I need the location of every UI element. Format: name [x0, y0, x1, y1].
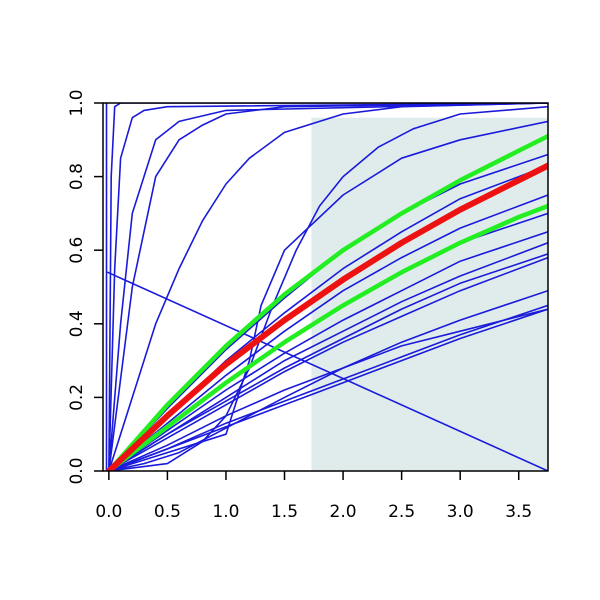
series-line-red-23: [105, 162, 548, 471]
x-axis: 0.0 0.5 1.0 1.5 2.0 2.5 3.0 3.5: [95, 471, 532, 522]
series-line-green-21: [106, 133, 548, 471]
x-tick-label: 0.0: [95, 502, 122, 522]
x-tick-label: 3.5: [505, 502, 532, 522]
series-line-blue-9: [108, 194, 548, 471]
x-tick-label: 2.0: [330, 502, 357, 522]
series-line-blue-2: [108, 103, 548, 471]
shaded-region: [311, 117, 548, 471]
x-tick-label: 1.0: [212, 502, 239, 522]
y-axis: 0.0 0.2 0.4 0.6 0.8 1.0: [67, 89, 103, 485]
y-tick-label: 0.6: [67, 237, 87, 264]
series-line-blue-17: [108, 308, 548, 471]
x-tick-label: 2.5: [388, 502, 415, 522]
series-line-blue-6: [108, 120, 548, 471]
series-line-blue-0: [108, 103, 548, 471]
series-line-blue-1: [108, 103, 548, 471]
plot-border: [102, 102, 549, 472]
series-line-blue-19: [106, 271, 548, 471]
series-layer: [105, 103, 548, 471]
series-line-blue-11: [108, 231, 548, 471]
series-line-blue-14: [108, 256, 548, 471]
y-tick-label: 0.0: [67, 457, 87, 484]
y-tick-label: 0.2: [67, 384, 87, 411]
y-tick-label: 0.8: [67, 163, 87, 190]
series-line-blue-18: [108, 308, 548, 471]
series-line-blue-4: [108, 103, 548, 471]
x-tick-label: 3.0: [447, 502, 474, 522]
y-tick-label: 1.0: [67, 89, 87, 116]
x-tick-label: 0.5: [154, 502, 181, 522]
series-line-blue-13: [108, 253, 548, 471]
series-line-green-22: [106, 203, 548, 471]
series-line-blue-15: [108, 289, 548, 471]
x-tick-label: 1.5: [271, 502, 298, 522]
series-line-blue-3: [108, 103, 548, 471]
y-tick-label: 0.4: [67, 310, 87, 337]
